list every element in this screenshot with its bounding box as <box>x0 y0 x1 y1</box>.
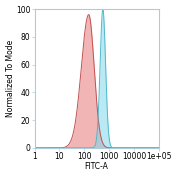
Y-axis label: Normalized To Mode: Normalized To Mode <box>5 40 15 117</box>
X-axis label: FITC-A: FITC-A <box>85 162 109 172</box>
